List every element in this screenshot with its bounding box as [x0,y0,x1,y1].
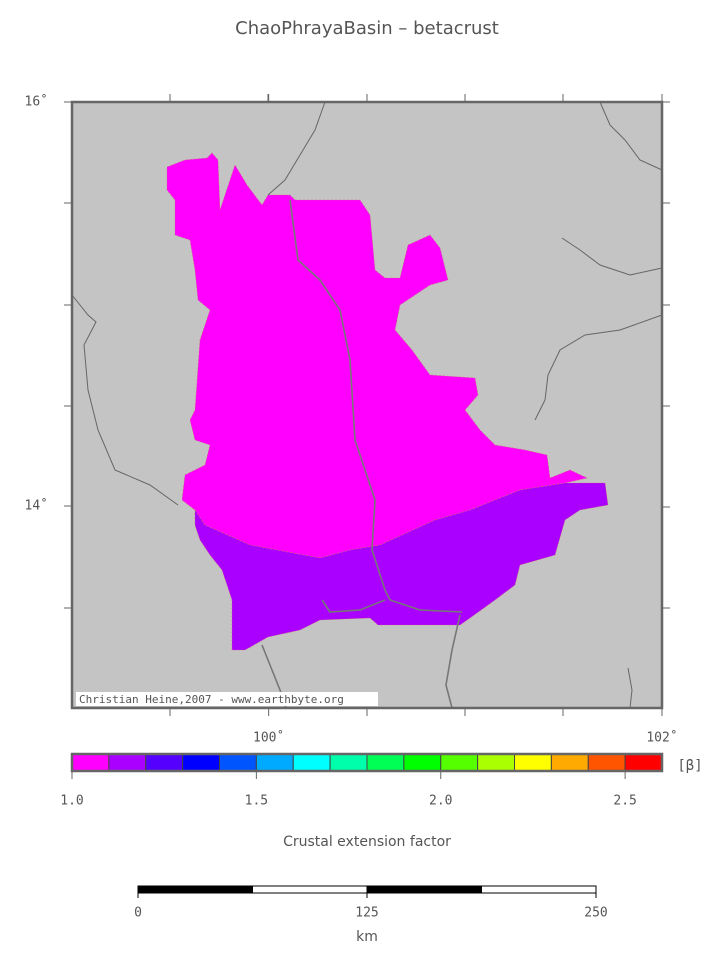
scalebar-tick-label: 250 [584,906,607,921]
colorbar-cell [550,753,589,772]
border [534,314,663,421]
river [289,199,463,613]
minor-ticks [64,94,670,716]
river [321,599,386,613]
colorbar-cell [477,753,515,772]
river [445,614,461,709]
colorbar-tick-label: 2.5 [613,794,636,809]
colorbar-cell [587,753,626,772]
border [561,237,663,276]
border [599,101,663,171]
border [627,667,633,709]
colorbar-cell [514,753,552,772]
colorbar-unit: [β] [677,758,702,774]
colorbar-cell [145,753,184,772]
borders [71,101,663,709]
scalebar-segment [366,885,482,894]
scalebar-segment [252,885,368,894]
colorbar-cell [219,753,257,772]
scalebar-segment [137,885,253,894]
colorbar-tick-label: 1.0 [60,794,83,809]
colorbar-cell [403,753,442,772]
colorbar-tick-label: 1.5 [245,794,268,809]
map: Christian Heine,2007 - www.earthbyte.org [64,94,670,716]
border [71,294,179,506]
colorbar-cell [71,753,110,772]
colorbar-label: Crustal extension factor [283,834,451,850]
colorbar-tick-label: 2.0 [429,794,452,809]
beta-region-low [166,152,588,559]
colorbar-cell [366,753,405,772]
scalebar-tick-label: 0 [134,906,142,921]
credit: Christian Heine,2007 - www.earthbyte.org [79,693,344,706]
beta-region-mid [194,482,609,651]
scalebar-tick-label: 125 [355,906,378,921]
colorbar-cell [292,753,331,772]
scalebar-unit: km [356,929,378,945]
border [267,101,326,196]
colorbar-cell [624,753,663,772]
title: ChaoPhrayaBasin – betacrust [235,18,499,39]
colorbar-cell [108,753,147,772]
x-tick-label: 100˚ [253,730,284,746]
scalebar-segment [481,885,597,894]
colorbar-cell [329,753,368,772]
colorbar-cell [440,753,479,772]
credit-box [76,692,378,706]
x-tick-label: 102˚ [646,730,677,746]
rivers [261,199,463,709]
colorbar-cell [182,753,220,772]
y-tick-label: 14˚ [25,498,48,514]
y-tick-label: 16˚ [25,94,48,110]
colorbar-frame [70,752,664,773]
colorbar-cell [255,753,294,772]
